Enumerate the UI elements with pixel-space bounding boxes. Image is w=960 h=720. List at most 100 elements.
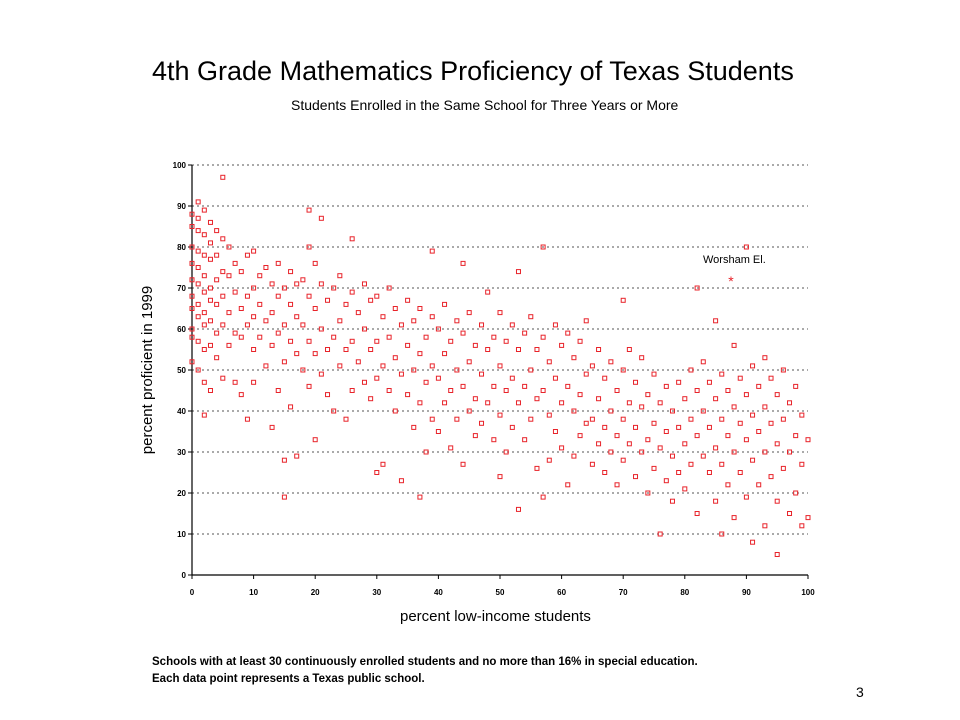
data-point [657,400,663,406]
data-point [306,244,312,250]
data-point [774,392,780,398]
data-point [515,506,521,512]
data-point [201,412,207,418]
data-point [669,498,675,504]
data-point [411,424,417,430]
data-point [565,330,571,336]
data-point [774,498,780,504]
data-point [201,232,207,238]
data-point [503,388,509,393]
data-point [602,424,608,430]
data-point [392,306,398,311]
data-point [312,260,318,266]
data-point [552,429,558,434]
data-point [281,285,287,291]
data-point [207,285,213,291]
y-axis-label: percent proficient in 1999 [139,286,156,454]
x-tick-label: 20 [311,588,320,597]
x-tick-label: 40 [434,588,443,597]
data-point [423,449,429,455]
data-point [466,359,472,365]
data-point [639,449,645,455]
data-point [774,552,780,557]
data-point [528,416,534,422]
data-point [294,281,300,287]
data-point [460,330,466,336]
data-point [349,236,355,242]
data-point [275,293,281,299]
data-point [589,461,595,467]
data-point [251,248,257,254]
data-points [189,174,811,557]
data-point [257,301,263,307]
data-point [349,289,355,295]
data-point [731,515,737,521]
data-point [571,408,577,414]
data-point [220,375,226,381]
data-point [251,314,257,320]
data-point [663,429,669,434]
data-point [485,400,491,406]
data-point [608,449,614,455]
data-point [491,383,497,389]
data-point [398,478,404,484]
data-point [214,252,220,258]
y-tick-label: 0 [182,571,187,580]
data-point [540,388,546,393]
data-point [195,265,201,270]
data-point [713,445,719,451]
data-point [244,293,250,299]
data-point [435,375,441,381]
data-point [448,388,454,393]
data-point [768,420,774,426]
data-point [201,322,207,328]
data-point [466,408,472,414]
data-point [503,338,509,344]
data-point [411,367,417,373]
data-point [737,470,743,475]
data-point [417,400,423,406]
data-point [195,338,201,344]
data-point [195,314,201,320]
data-point [676,379,682,385]
data-point [189,244,195,250]
data-point [663,383,669,389]
data-point [626,347,632,352]
data-point [263,318,269,324]
data-point [719,461,725,467]
data-point [479,420,485,426]
data-point [700,408,706,414]
data-point [780,367,786,373]
data-point [374,470,380,475]
data-point [318,215,324,221]
data-point [799,412,805,418]
data-point [540,494,546,500]
data-point [275,330,281,336]
data-point [571,453,577,459]
data-point [207,318,213,324]
data-point [386,285,392,291]
data-point [281,494,287,500]
data-point [552,375,558,381]
data-point [195,248,201,254]
data-point [737,420,743,426]
data-point [361,281,367,287]
data-point [750,363,756,369]
data-point [281,322,287,328]
data-point [756,482,762,488]
slide-subtitle: Students Enrolled in the Same School for… [291,97,679,113]
data-point [479,322,485,328]
data-point [497,363,503,369]
data-point [583,318,589,324]
data-point [195,281,201,287]
data-point [417,306,423,311]
annotation-label: Worsham El. [703,254,766,266]
data-point [343,301,349,307]
x-tick-label: 70 [619,588,628,597]
data-point [442,301,448,307]
data-point [589,416,595,422]
data-point [207,240,213,246]
data-point [349,338,355,344]
data-point [565,383,571,389]
